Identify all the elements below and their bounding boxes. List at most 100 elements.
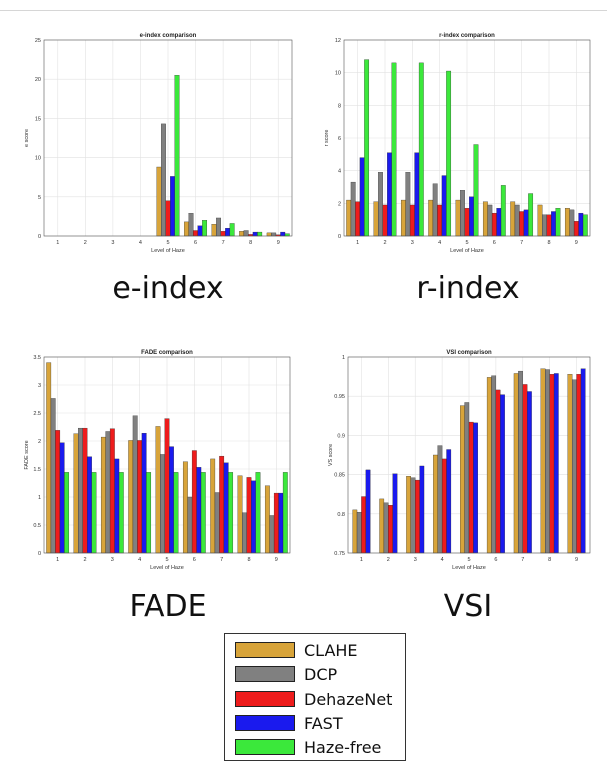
- bar-haze-free-9: [582, 214, 588, 237]
- bar-dehazenet-9: [573, 221, 579, 237]
- x-tick-label: 5: [467, 557, 470, 563]
- y-tick-label: 12: [335, 38, 341, 44]
- bar-dehazenet-5: [164, 418, 170, 554]
- bar-haze-free-7: [229, 223, 235, 237]
- legend-label-clahe: CLAHE: [304, 640, 358, 660]
- x-tick-label: 8: [548, 557, 551, 563]
- y-tick-label: 0: [38, 234, 41, 240]
- bar-fast-5: [169, 446, 174, 554]
- bar-haze-free-8: [255, 472, 261, 554]
- bar-clahe-5: [460, 405, 465, 554]
- y-axis-label: FADE score: [24, 440, 30, 469]
- bar-haze-free-7: [228, 472, 234, 554]
- bar-clahe-6: [182, 461, 188, 554]
- bar-haze-free-8: [555, 208, 561, 237]
- x-tick-label: 4: [438, 240, 441, 246]
- x-tick-label: 3: [411, 240, 414, 246]
- y-tick-label: 25: [35, 38, 41, 44]
- bar-dcp-4: [437, 445, 443, 554]
- bar-fast-3: [419, 465, 425, 554]
- bar-dcp-5: [464, 402, 470, 554]
- y-tick-label: 5: [38, 195, 41, 201]
- bar-clahe-2: [379, 498, 385, 554]
- bar-haze-free-5: [174, 75, 180, 237]
- y-tick-label: 3.5: [33, 355, 41, 361]
- x-tick-label: 3: [111, 240, 114, 246]
- bar-dehazenet-9: [576, 374, 582, 554]
- bar-dcp-1: [50, 398, 56, 554]
- bar-haze-free-5: [173, 472, 179, 554]
- x-tick-label: 1: [56, 240, 59, 246]
- bar-fast-8: [252, 231, 258, 237]
- y-tick-label: 4: [338, 169, 341, 175]
- bar-dcp-7: [216, 217, 222, 237]
- vsi-chart-svg: VSI comparison 0.75 0.8 0.85 0.9 0.95 1 1 2 3 4 5 6 7…: [328, 350, 591, 571]
- bar-dehazenet-4: [437, 204, 443, 237]
- bar-dcp-6: [487, 204, 493, 237]
- x-tick-label: 2: [383, 240, 386, 246]
- x-tick-label: 7: [220, 557, 223, 563]
- x-tick-label: 2: [83, 557, 86, 563]
- caption-e-index: e-index: [112, 271, 224, 306]
- legend-item-clahe: CLAHE: [235, 640, 358, 660]
- bar-clahe-7: [211, 224, 217, 237]
- bar-dehazenet-7: [519, 211, 525, 237]
- legend-item-dehazenet: DehazeNet: [235, 689, 392, 709]
- caption-r-index: r-index: [416, 271, 520, 306]
- bar-clahe-9: [266, 232, 272, 237]
- bar-dehazenet-8: [246, 477, 252, 554]
- bar-fast-1: [59, 442, 65, 554]
- bar-clahe-6: [184, 221, 189, 237]
- y-tick-label: 1: [38, 495, 41, 501]
- bar-clahe-8: [237, 475, 243, 554]
- x-tick-label: 8: [247, 557, 250, 563]
- bar-fast-3: [414, 152, 420, 237]
- bar-dehazenet-6: [191, 450, 197, 554]
- bar-dcp-6: [491, 375, 497, 554]
- bar-fast-2: [87, 456, 92, 554]
- legend-item-fast: FAST: [235, 713, 343, 733]
- bar-clahe-5: [455, 199, 461, 237]
- bar-clahe-2: [373, 201, 379, 237]
- chart-title: r-index comparison: [439, 33, 495, 39]
- x-tick-label: 6: [194, 240, 197, 246]
- bar-fast-6: [196, 467, 202, 554]
- y-axis-label: VS score: [328, 444, 334, 466]
- bar-fast-8: [553, 373, 559, 554]
- y-tick-label: 2: [38, 439, 41, 445]
- bar-dcp-8: [243, 230, 249, 237]
- bar-fast-4: [141, 433, 147, 554]
- bar-haze-free-5: [473, 144, 479, 237]
- bar-fast-7: [523, 209, 529, 237]
- plot-frame: [343, 39, 591, 237]
- bar-clahe-4: [428, 199, 434, 237]
- r-index-chart: r-index comparison 0 2 4 6 8 10 12 1 2 3 4 5 6 7 8 9 Leve…: [320, 30, 600, 255]
- bar-haze-free-4: [146, 472, 152, 554]
- bar-dehazenet-1: [361, 496, 367, 554]
- bar-fast-5: [170, 176, 175, 237]
- bar-clahe-5: [156, 166, 162, 237]
- x-tick-label: 4: [441, 557, 444, 563]
- bar-dehazenet-7: [522, 384, 528, 554]
- bar-clahe-8: [239, 231, 245, 237]
- bar-fast-3: [114, 458, 120, 554]
- legend: CLAHE DCP DehazeNet FAST Haze-free: [224, 633, 406, 761]
- bar-clahe-3: [100, 436, 106, 554]
- bar-dehazenet-6: [495, 389, 501, 554]
- x-tick-label: 6: [494, 557, 497, 563]
- chart-title: FADE comparison: [141, 350, 193, 356]
- bar-dehazenet-2: [82, 427, 88, 554]
- bar-dcp-2: [378, 172, 383, 237]
- x-tick-label: 3: [111, 557, 114, 563]
- bar-dcp-7: [518, 370, 523, 554]
- y-tick-label: 0.85: [334, 473, 345, 479]
- bar-clahe-9: [264, 485, 270, 554]
- bar-clahe-6: [482, 201, 488, 237]
- bar-dcp-9: [569, 209, 575, 237]
- legend-swatch-dehazenet: [235, 691, 295, 707]
- bar-fast-4: [441, 175, 447, 237]
- y-tick-label: 0.95: [334, 394, 345, 400]
- bar-dcp-5: [460, 190, 465, 237]
- x-tick-label: 7: [222, 240, 225, 246]
